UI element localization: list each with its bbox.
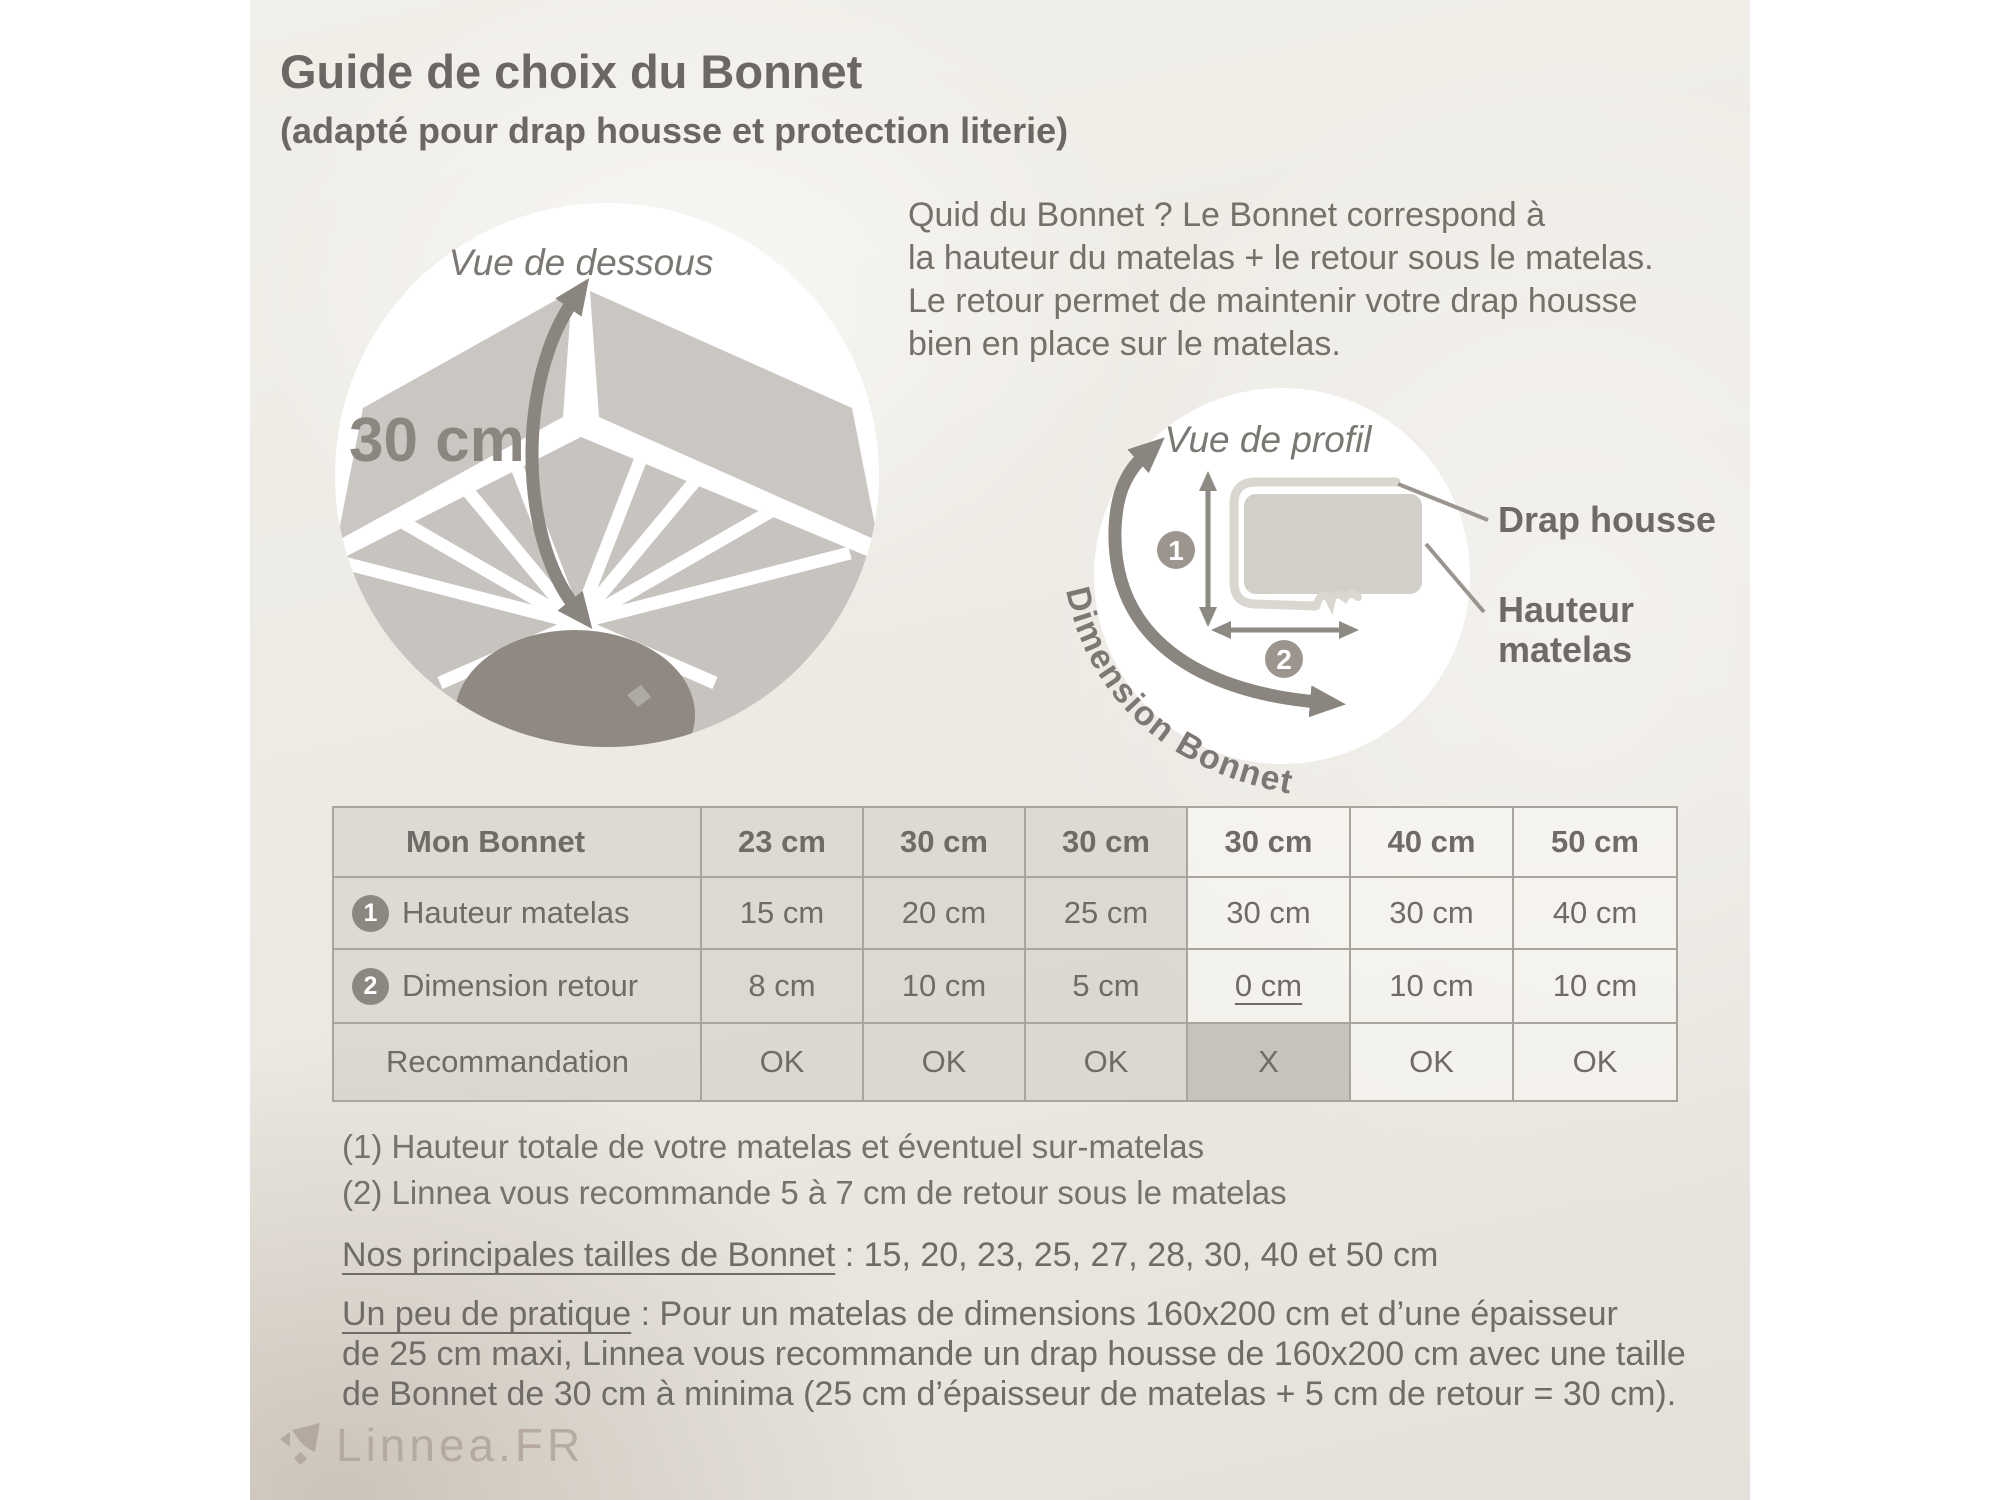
table-cell: OK — [1024, 1022, 1188, 1102]
row-label-cell: 1 Hauteur matelas — [332, 876, 702, 950]
table-cell: 25 cm — [1024, 876, 1188, 950]
dimension-bonnet-arrow — [1108, 437, 1346, 718]
intro-paragraph: Quid du Bonnet ? Le Bonnet correspond à … — [908, 196, 1654, 363]
page-subtitle: (adapté pour drap housse et protection l… — [280, 110, 1069, 151]
bottom-view-caption: Vue de dessous — [449, 242, 714, 283]
step-1-number: 1 — [1168, 535, 1184, 566]
footnote-2: (2) Linnea vous recommande 5 à 7 cm de r… — [342, 1174, 1287, 1211]
fitted-sheet-profile — [1229, 477, 1401, 611]
step-1-badge — [1157, 531, 1195, 569]
table-cell: 10 cm — [1349, 948, 1514, 1024]
step-2-badge: 2 — [352, 967, 389, 1005]
underlined-value: 0 cm — [1234, 968, 1303, 1003]
elastic-opening — [455, 630, 695, 747]
brand-logo: Linnea.FR — [278, 1418, 584, 1472]
footnote-1: (1) Hauteur totale de votre matelas et é… — [342, 1128, 1205, 1165]
table-cell: 40 cm — [1512, 876, 1678, 950]
step-1-badge: 1 — [352, 894, 389, 932]
mattress-label-line1: Hauteur — [1498, 589, 1634, 630]
practice-lead: Un peu de pratique — [342, 1295, 632, 1333]
step-2-badge — [1265, 640, 1303, 678]
row-label-cell: 2 Dimension retour — [332, 948, 702, 1024]
sheet-elastic-squiggle — [1312, 589, 1362, 616]
table-header-cell: Mon Bonnet — [332, 806, 702, 878]
table-row-recommendation: Recommandation OK OK OK X OK OK — [332, 1022, 1678, 1102]
table-header-cell: 50 cm — [1512, 806, 1678, 878]
table-cell: 30 cm — [1349, 876, 1514, 950]
available-sizes-line: Nos principales tailles de Bonnet : 15, … — [342, 1236, 1438, 1275]
sheet-pointer-line — [1397, 482, 1489, 522]
watermark-leaf-icon — [627, 685, 651, 707]
page-title: Guide de choix du Bonnet — [280, 45, 863, 98]
sheet-left-panel — [337, 291, 572, 541]
sizes-lead: Nos principales tailles de Bonnet — [342, 1236, 836, 1274]
table-header-cell: 30 cm — [1186, 806, 1351, 878]
sheet-label: Drap housse — [1498, 499, 1716, 540]
sizes-rest: : 15, 20, 23, 25, 27, 28, 30, 40 et 50 c… — [835, 1236, 1439, 1274]
table-cell: 20 cm — [862, 876, 1026, 950]
row-label: Hauteur matelas — [402, 895, 630, 930]
mattress-label-line2: matelas — [1498, 629, 1632, 670]
mattress-pointer-line — [1424, 542, 1486, 614]
table-cell: OK — [1349, 1022, 1514, 1102]
profile-view-diagram: 1 2 Vue de profil Drap housse Hauteur ma… — [1060, 388, 1716, 802]
table-header-cell: 30 cm — [862, 806, 1026, 878]
table-cell: 30 cm — [1186, 876, 1351, 950]
table-header-cell: 30 cm — [1024, 806, 1188, 878]
bonnet-measure-value: 30 cm — [349, 406, 525, 475]
row-label: Dimension retour — [402, 968, 639, 1003]
table-cell: OK — [862, 1022, 1026, 1102]
sheet-right-panel — [590, 291, 878, 541]
table-header-cell: 23 cm — [700, 806, 864, 878]
bonnet-size-table: Mon Bonnet 23 cm 30 cm 30 cm 30 cm 40 cm… — [332, 806, 1678, 1102]
row-label-cell: Recommandation — [332, 1022, 702, 1102]
bonnet-measure-arrow — [525, 278, 593, 630]
table-cell: 10 cm — [862, 948, 1026, 1024]
rejected-cell: X — [1186, 1022, 1351, 1102]
practice-paragraph: Un peu de pratique : Pour un matelas de … — [342, 1294, 1686, 1414]
table-header-row: Mon Bonnet 23 cm 30 cm 30 cm 30 cm 40 cm… — [332, 806, 1678, 878]
table-row-mattress-height: 1 Hauteur matelas 15 cm 20 cm 25 cm 30 c… — [332, 876, 1678, 950]
table-cell: OK — [700, 1022, 864, 1102]
table-cell: 8 cm — [700, 948, 864, 1024]
table-header-cell: 40 cm — [1349, 806, 1514, 878]
infographic-canvas: Guide de choix du Bonnet (adapté pour dr… — [250, 0, 1750, 1500]
practice-rest: : Pour un matelas de dimensions 160x200 … — [342, 1295, 1686, 1413]
linnea-leaf-icon — [280, 1423, 320, 1465]
table-cell: 5 cm — [1024, 948, 1188, 1024]
step-2-number: 2 — [1276, 644, 1292, 675]
bottom-view-diagram: Vue de dessous 30 cm — [335, 203, 879, 747]
profile-view-caption: Vue de profil — [1164, 419, 1373, 460]
brand-logo-text: Linnea.FR — [336, 1419, 585, 1471]
row-label: Recommandation — [386, 1044, 629, 1079]
table-cell: 15 cm — [700, 876, 864, 950]
table-row-return-dimension: 2 Dimension retour 8 cm 10 cm 5 cm 0 cm … — [332, 948, 1678, 1024]
footnotes: (1) Hauteur totale de votre matelas et é… — [342, 1124, 1287, 1216]
mattress — [1244, 494, 1422, 594]
table-cell: 0 cm — [1186, 948, 1351, 1024]
table-cell: 10 cm — [1512, 948, 1678, 1024]
table-cell: OK — [1512, 1022, 1678, 1102]
